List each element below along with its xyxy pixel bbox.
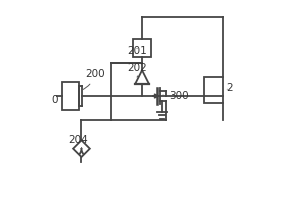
Text: 204: 204 [69, 135, 88, 149]
Text: 201: 201 [127, 46, 147, 56]
Text: 0: 0 [52, 95, 58, 105]
Text: 300: 300 [163, 91, 188, 101]
Bar [204, 77, 224, 103]
Bar [61, 82, 80, 110]
Text: 2: 2 [226, 83, 233, 93]
Text: 200: 200 [82, 69, 105, 90]
Bar [133, 39, 151, 57]
Text: 202: 202 [127, 63, 147, 77]
